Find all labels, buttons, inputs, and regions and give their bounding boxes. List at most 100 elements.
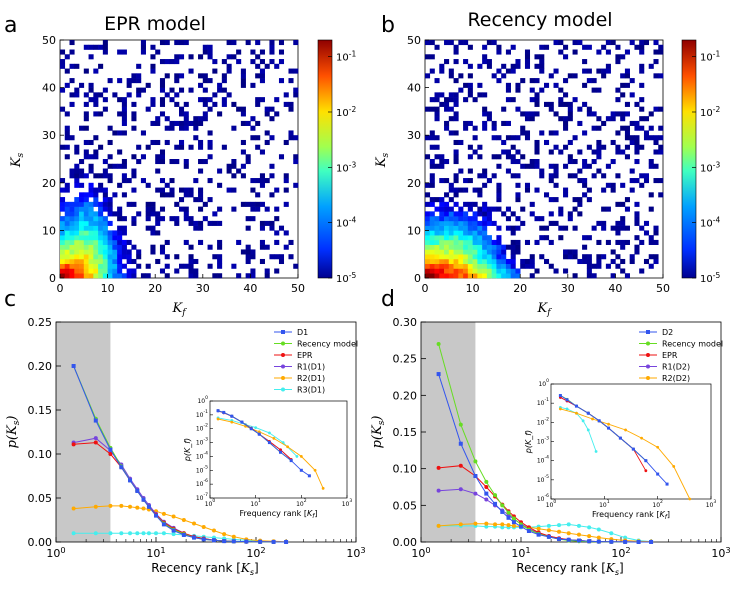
heatmap-cell [207,49,213,55]
heatmap-cell [102,206,108,212]
data-point [146,531,151,536]
heatmap-cell [448,239,454,245]
heatmap-cell [98,211,104,217]
x-tick-label: 30 [196,282,210,295]
heatmap-cell [293,154,299,160]
heatmap-cell [183,116,189,122]
heatmap-cell [434,216,440,222]
heatmap-cell [174,216,180,222]
heatmap-cell [458,139,464,146]
inset-y-tick-label: 100 [197,395,208,405]
data-point [141,497,146,502]
data-point [161,511,166,516]
inset-data-point [257,430,261,434]
data-point [500,509,505,514]
inset-data-point [591,417,594,421]
heatmap-cell [482,54,488,60]
heatmap-cell [202,116,208,122]
data-point [546,528,551,533]
heatmap-cell [98,235,104,241]
heatmap-cell [274,97,280,103]
heatmap-cell [74,197,80,203]
heatmap-cell [221,73,227,79]
heatmap-cell [439,239,445,245]
heatmap-cell [231,54,237,60]
heatmap-cell [193,120,199,126]
colorbar-ticks: 10-110-210-310-410-5 [692,50,720,285]
heatmap-cell [98,254,104,260]
heatmap-cell [117,163,123,169]
heatmap-cell [639,97,645,103]
heatmap-cell [74,163,80,169]
heatmap-cell [183,263,189,269]
inset-data-point [279,450,283,454]
heatmap-cell [615,230,621,236]
y-tick-label: 0.05 [393,499,418,512]
heatmap-cell [150,54,156,60]
heatmap-cell [524,258,531,265]
heatmap-cell [624,135,630,141]
heatmap-cell [159,249,166,255]
heatmap-cell [60,178,66,184]
heatmap-cell [658,44,664,50]
heatmap-cell [482,268,488,274]
heatmap-cell [458,258,464,265]
data-point [436,523,441,528]
heatmap-cell [643,230,650,236]
heatmap-cell [529,211,535,217]
heatmap-cell [620,216,626,222]
heatmap-cell [496,187,502,193]
heatmap-cell [188,244,194,250]
heatmap-cell [572,159,578,165]
heatmap-cell [605,206,611,212]
heatmap-cell [610,139,616,146]
heatmap-cell [102,197,108,203]
heatmap-cell [453,273,459,279]
heatmap-cell [240,106,246,112]
heatmap-cell [126,201,132,207]
heatmap-cell [221,59,227,65]
heatmap-cell [629,254,635,260]
heatmap-cell [264,130,270,136]
heatmap-cell [425,244,431,250]
heatmap-cell [155,116,161,122]
heatmap-cell [434,154,440,160]
heatmap-cell [467,230,473,236]
x-tick-label: 40 [608,282,622,295]
heatmap-cell [145,273,151,279]
heatmap-cell [563,163,569,169]
heatmap-cell [179,40,185,46]
heatmap-cell [79,263,85,269]
heatmap-cell [496,68,502,74]
data-point [71,506,76,511]
heatmap-cell [60,106,66,112]
heatmap-cell [458,244,464,250]
heatmap-cell [150,63,156,69]
heatmap-cell [64,130,70,136]
heatmap-cell [236,239,242,245]
heatmap-cell [615,149,621,155]
data-point [596,535,601,540]
heatmap-cell [425,211,431,217]
heatmap-cell [126,258,132,265]
heatmap-cell [439,201,445,207]
heatmap-cell [193,220,199,226]
legend-label: D2 [662,328,673,337]
y-tick-label: 0 [49,272,56,285]
heatmap-cell [226,54,232,60]
heatmap-cell [255,40,261,46]
heatmap-cell [463,125,469,131]
heatmap-cell [102,159,108,165]
heatmap-cell [131,116,137,122]
heatmap-cell [620,116,626,122]
heatmap-cell [102,40,108,46]
heatmap-cell [515,159,521,165]
heatmap-cell [634,135,640,141]
heatmap-cell [434,78,440,84]
heatmap-cell [140,130,146,136]
heatmap-cell [639,182,645,188]
heatmap-cell [453,230,459,236]
heatmap-cell [501,244,507,250]
heatmap-cell [179,87,185,93]
heatmap-cell [648,163,654,169]
